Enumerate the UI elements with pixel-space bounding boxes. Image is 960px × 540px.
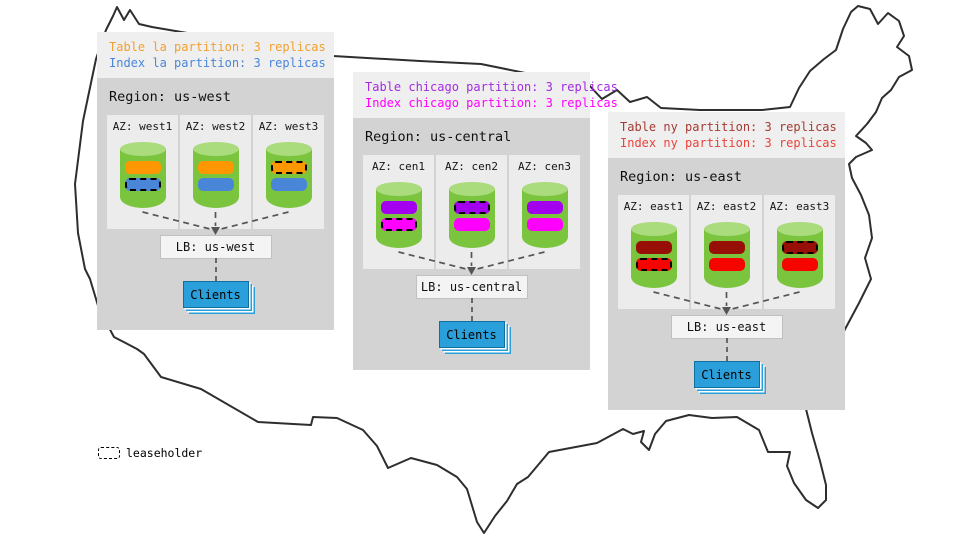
index-replica-bar	[526, 218, 563, 231]
region-title: Region: us-west	[109, 89, 231, 105]
arrowhead-icon	[467, 267, 476, 275]
database-cylinder	[375, 182, 422, 248]
az-label: AZ: east2	[696, 200, 757, 213]
clients-box: Clients	[693, 361, 760, 388]
az-label: AZ: east1	[623, 200, 684, 213]
table-replica-bar	[197, 161, 234, 174]
table-replica-bar	[635, 241, 672, 254]
node-to-lb-connectors	[653, 291, 800, 315]
cylinder-top	[521, 182, 568, 196]
az-box: AZ: cen3	[509, 155, 580, 269]
cylinder-top	[192, 142, 239, 156]
table-replica-bar	[526, 201, 563, 214]
clients-box: Clients	[182, 281, 249, 308]
region-us-west: Table la partition: 3 replicas Index la …	[97, 32, 334, 330]
az-label: AZ: west1	[112, 120, 173, 133]
az-box: AZ: east3	[764, 195, 835, 309]
lb-to-clients-connector	[470, 298, 473, 321]
table-replica-bar	[270, 161, 307, 174]
arrowhead-icon	[211, 227, 220, 235]
az-box: AZ: east2	[691, 195, 762, 309]
cylinder-top	[265, 142, 312, 156]
az-row: AZ: east1 AZ: east2	[618, 195, 835, 309]
index-partition-note: Index ny partition: 3 replicas	[620, 136, 837, 150]
az-box: AZ: west3	[253, 115, 324, 229]
az-box: AZ: cen1	[363, 155, 434, 269]
database-cylinder	[192, 142, 239, 208]
database-cylinder	[703, 222, 750, 288]
index-replica-bar	[781, 258, 818, 271]
index-partition-note: Index la partition: 3 replicas	[109, 56, 326, 70]
region-panel: Region: us-central AZ: cen1 AZ: cen2	[353, 118, 590, 370]
az-label: AZ: east3	[769, 200, 830, 213]
cylinder-top	[703, 222, 750, 236]
region-us-central: Table chicago partition: 3 replicas Inde…	[353, 72, 618, 370]
az-box: AZ: west1	[107, 115, 178, 229]
az-row: AZ: west1 AZ: west2	[107, 115, 324, 229]
arrowhead-icon	[722, 307, 731, 315]
lb-to-clients-connector	[725, 338, 728, 361]
region-title: Region: us-central	[365, 129, 512, 145]
index-replica-bar	[197, 178, 234, 191]
database-cylinder	[521, 182, 568, 248]
table-partition-note: Table ny partition: 3 replicas	[620, 120, 837, 134]
load-balancer: LB: us-east	[670, 315, 783, 339]
node-to-lb-connectors	[398, 251, 545, 275]
az-label: AZ: cen1	[372, 160, 425, 173]
table-replica-bar	[708, 241, 745, 254]
lb-to-clients-connector	[214, 258, 217, 281]
index-replica-bar	[270, 178, 307, 191]
table-replica-bar	[124, 161, 161, 174]
az-label: AZ: west2	[185, 120, 246, 133]
region-panel: Region: us-west AZ: west1 AZ: west2	[97, 78, 334, 330]
node-to-lb-connectors	[142, 211, 289, 235]
region-panel: Region: us-east AZ: east1 AZ: east2	[608, 158, 845, 410]
index-replica-bar	[708, 258, 745, 271]
az-label: AZ: west3	[258, 120, 319, 133]
az-row: AZ: cen1 AZ: cen2	[363, 155, 580, 269]
index-replica-bar	[635, 258, 672, 271]
clients-box: Clients	[438, 321, 505, 348]
table-replica-bar	[781, 241, 818, 254]
az-label: AZ: cen3	[518, 160, 571, 173]
load-balancer: LB: us-west	[159, 235, 272, 259]
leaseholder-legend: leaseholder	[98, 446, 202, 460]
partition-annotation-east: Table ny partition: 3 replicas Index ny …	[608, 112, 845, 158]
index-replica-bar	[380, 218, 417, 231]
database-cylinder	[265, 142, 312, 208]
region-us-east: Table ny partition: 3 replicas Index ny …	[608, 112, 845, 410]
load-balancer: LB: us-central	[415, 275, 528, 299]
database-cylinder	[119, 142, 166, 208]
az-box: AZ: west2	[180, 115, 251, 229]
table-replica-bar	[380, 201, 417, 214]
leaseholder-legend-label: leaseholder	[126, 446, 203, 460]
database-cylinder	[630, 222, 677, 288]
az-label: AZ: cen2	[445, 160, 498, 173]
cylinder-top	[630, 222, 677, 236]
table-replica-bar	[453, 201, 490, 214]
cylinder-top	[776, 222, 823, 236]
table-partition-note: Table la partition: 3 replicas	[109, 40, 326, 54]
cylinder-top	[119, 142, 166, 156]
table-partition-note: Table chicago partition: 3 replicas	[365, 80, 618, 94]
partition-annotation-west: Table la partition: 3 replicas Index la …	[97, 32, 334, 78]
az-box: AZ: east1	[618, 195, 689, 309]
index-replica-bar	[124, 178, 161, 191]
database-cylinder	[448, 182, 495, 248]
az-box: AZ: cen2	[436, 155, 507, 269]
region-title: Region: us-east	[620, 169, 742, 185]
index-partition-note: Index chicago partition: 3 replicas	[365, 96, 618, 110]
leaseholder-swatch-icon	[98, 447, 120, 459]
database-cylinder	[776, 222, 823, 288]
cylinder-top	[448, 182, 495, 196]
index-replica-bar	[453, 218, 490, 231]
partition-annotation-central: Table chicago partition: 3 replicas Inde…	[353, 72, 618, 118]
cylinder-top	[375, 182, 422, 196]
